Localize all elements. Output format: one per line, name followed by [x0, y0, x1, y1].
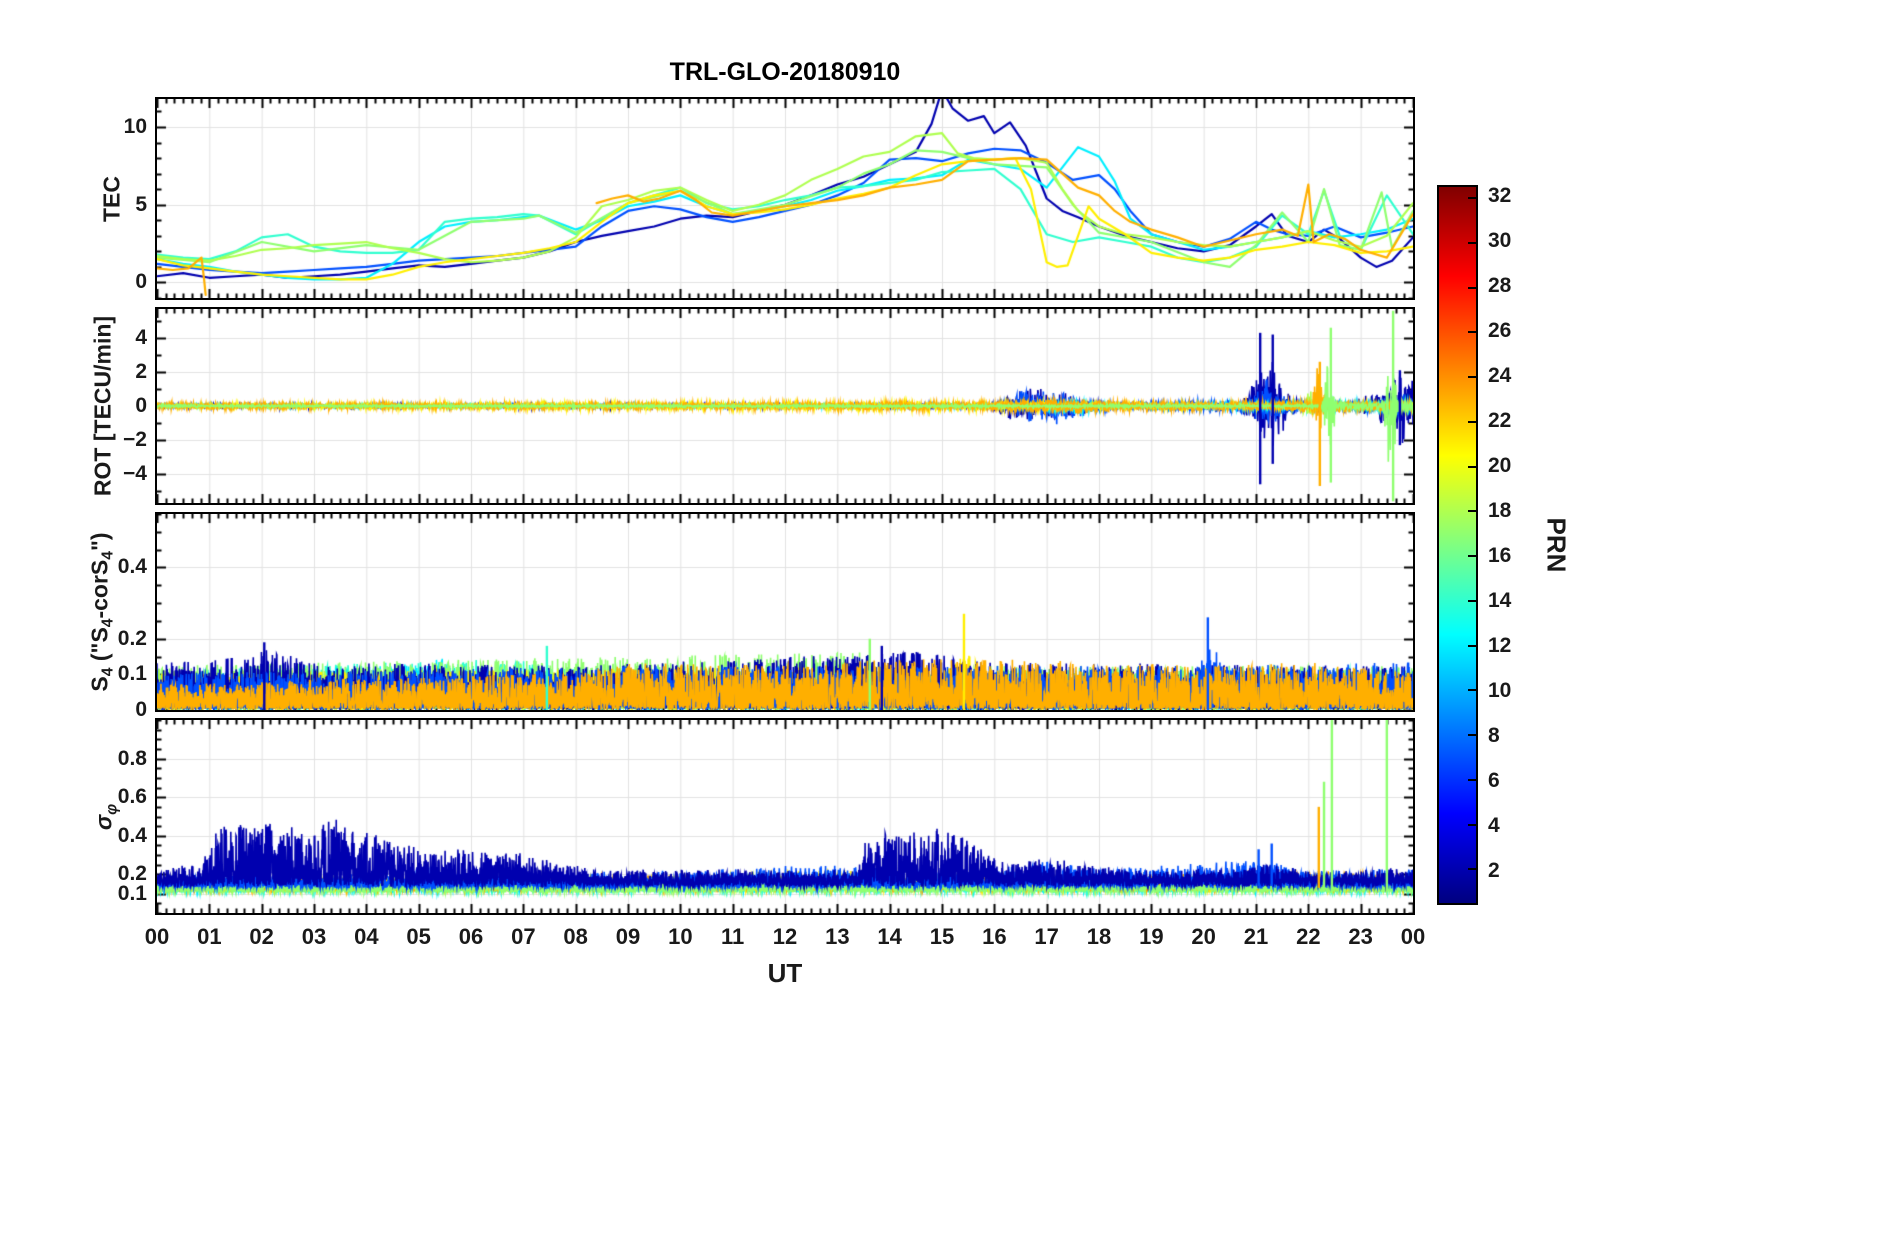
colorbar-tick [1468, 420, 1476, 423]
x-axis-tick-label: 21 [1243, 924, 1269, 949]
colorbar-tick-label: 32 [1488, 184, 1512, 208]
axis-label-part: ") [86, 532, 113, 552]
colorbar-tick [1468, 286, 1476, 289]
x-axis-tick-label: 00 [144, 924, 170, 949]
y-axis-tick-label: 0.2 [117, 626, 147, 650]
x-axis-tick-label: 03 [301, 924, 327, 949]
colorbar-tick [1468, 689, 1476, 692]
sigma-phi-panel [155, 718, 1415, 915]
x-axis-tick-label: 02 [249, 924, 274, 949]
x-axis-tick-label: 10 [668, 924, 693, 949]
colorbar-tick [1468, 555, 1476, 558]
colorbar-tick-label: 14 [1488, 589, 1512, 613]
y-axis-tick-label: 0.2 [117, 862, 147, 886]
colorbar-tick [1468, 778, 1476, 781]
x-axis-tick-label: 13 [825, 924, 850, 949]
colorbar-tick-label: 12 [1488, 634, 1512, 658]
x-axis-tick-label: 18 [1086, 924, 1112, 949]
colorbar-tick [1468, 644, 1476, 647]
x-axis-tick-label: 17 [1034, 924, 1059, 949]
colorbar-tick-label: 16 [1488, 544, 1512, 568]
chart-title: TRL-GLO-20180910 [669, 58, 901, 86]
colorbar-tick [1468, 376, 1476, 379]
y-axis-tick-label: 0.4 [117, 823, 147, 847]
x-axis-tick-label: 08 [563, 924, 588, 949]
colorbar-tick-label: 2 [1488, 859, 1500, 883]
y-axis-tick-label: 0.1 [117, 881, 147, 905]
colorbar-tick-label: 4 [1488, 814, 1500, 838]
colorbar-tick-label: 6 [1488, 769, 1500, 793]
colorbar-tick [1468, 241, 1476, 244]
colorbar-tick-label: 8 [1488, 724, 1500, 748]
x-axis-label: UT [767, 958, 803, 988]
colorbar-tick [1468, 465, 1476, 468]
y-axis-tick-label: 0.8 [117, 746, 147, 770]
x-axis-tick-label: 00 [1400, 924, 1426, 949]
y-axis-tick-label: 0 [135, 270, 147, 294]
y-axis-tick-label: 0 [135, 394, 147, 417]
y-axis-tick-label: 5 [135, 192, 147, 216]
colorbar-tick-label: 28 [1488, 274, 1512, 298]
x-axis-tick-label: 06 [458, 924, 484, 949]
x-axis-tick-label: 05 [406, 924, 431, 949]
colorbar-tick [1468, 823, 1476, 826]
y-axis-tick-label: −4 [123, 462, 147, 486]
colorbar-tick-label: 22 [1488, 409, 1512, 433]
rot-panel [155, 307, 1415, 505]
sigma-phi-plot-canvas [157, 720, 1413, 913]
s4-plot-canvas [157, 514, 1413, 710]
y-axis-tick-label: 2 [135, 359, 147, 383]
x-axis-tick-label: 01 [197, 924, 222, 949]
tec-plot-canvas [157, 99, 1413, 298]
colorbar-tick-label: 24 [1488, 364, 1512, 388]
y-axis-tick-label: 0.1 [117, 662, 147, 686]
colorbar-tick [1468, 868, 1476, 871]
colorbar-tick [1468, 734, 1476, 737]
x-axis-tick-label: 04 [354, 924, 379, 949]
colorbar-tick-label: 18 [1488, 499, 1512, 523]
colorbar-tick [1468, 331, 1476, 334]
prn-colorbar [1437, 185, 1478, 905]
s4-panel [155, 512, 1415, 712]
x-axis-tick-label: 23 [1348, 924, 1373, 949]
colorbar-tick-label: 10 [1488, 679, 1512, 703]
colorbar-tick [1468, 510, 1476, 513]
x-axis-tick-label: 07 [511, 924, 536, 949]
x-axis-tick-label: 22 [1296, 924, 1321, 949]
x-axis-tick-label: 09 [615, 924, 641, 949]
rot-plot-canvas [157, 309, 1413, 503]
x-axis-tick-label: 11 [721, 924, 745, 949]
y-axis-tick-label: 4 [135, 325, 147, 349]
colorbar-tick-label: 30 [1488, 229, 1512, 253]
x-axis-tick-label: 19 [1139, 924, 1164, 949]
x-axis-tick-label: 20 [1191, 924, 1216, 949]
x-axis-tick-label: 15 [929, 924, 955, 949]
y-axis-tick-label: 0.4 [117, 555, 147, 579]
colorbar-tick [1468, 599, 1476, 602]
x-axis-tick-label: 14 [877, 924, 902, 949]
colorbar-tick-label: 20 [1488, 454, 1512, 478]
y-axis-tick-label: 10 [123, 114, 147, 138]
x-axis-tick-label: 12 [772, 924, 798, 949]
colorbar-tick [1468, 197, 1476, 200]
colorbar-label: PRN [1541, 517, 1572, 573]
tec-panel [155, 97, 1415, 300]
colorbar-tick-label: 26 [1488, 319, 1512, 343]
x-axis-tick-label: 16 [982, 924, 1007, 949]
y-axis-tick-label: 0.6 [117, 785, 147, 809]
y-axis-tick-label: −2 [123, 428, 147, 452]
y-axis-tick-label: 0 [135, 698, 147, 721]
